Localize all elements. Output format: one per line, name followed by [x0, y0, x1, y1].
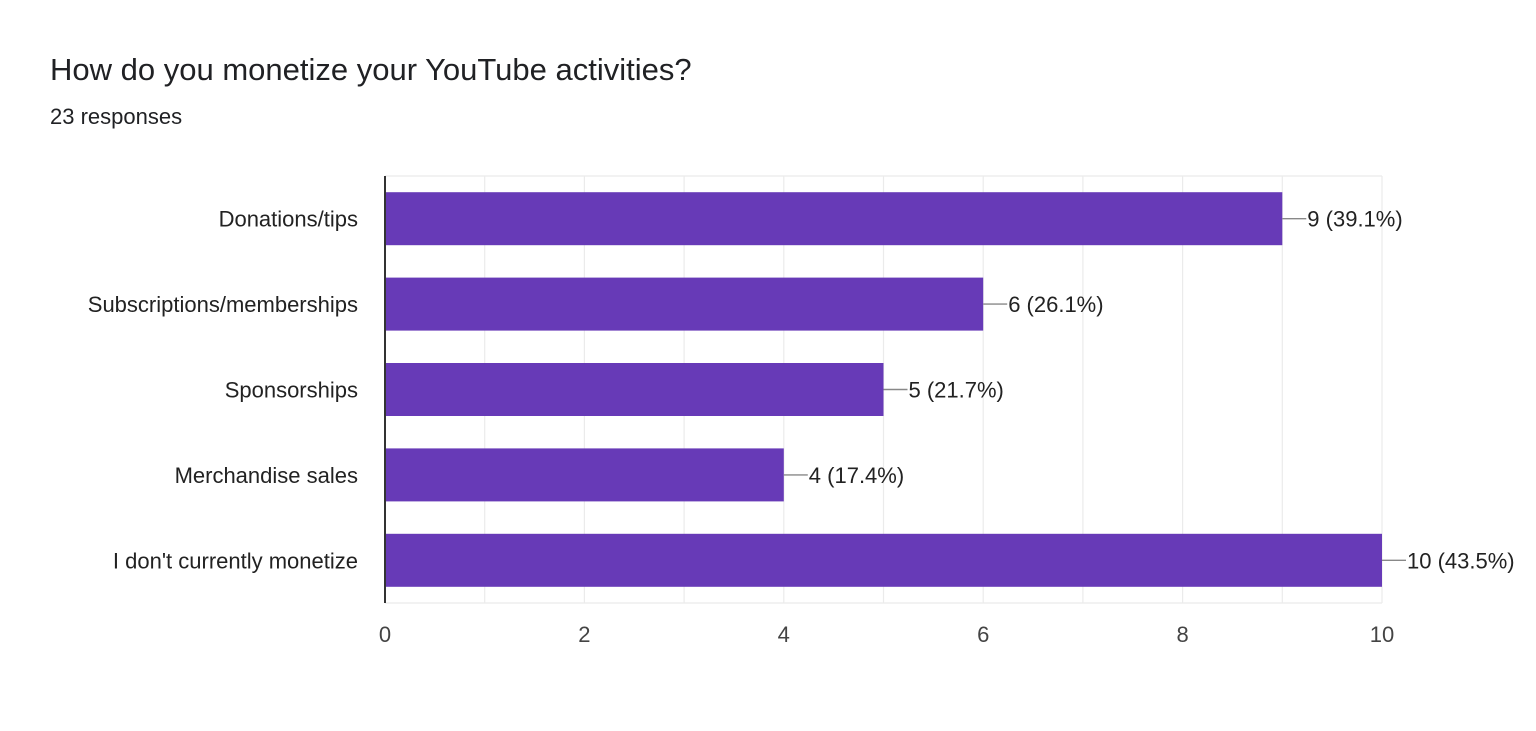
x-tick-label: 6: [977, 622, 989, 647]
category-label: Sponsorships: [225, 378, 358, 403]
category-label: Subscriptions/memberships: [88, 292, 358, 317]
category-label: Merchandise sales: [175, 463, 358, 488]
category-label: Donations/tips: [219, 207, 358, 232]
x-tick-label: 4: [778, 622, 790, 647]
response-count: 23 responses: [50, 104, 183, 129]
bar[interactable]: [385, 533, 1382, 587]
bar[interactable]: [385, 192, 1283, 246]
data-label: 9 (39.1%): [1307, 207, 1402, 232]
x-tick-label: 0: [379, 622, 391, 647]
data-label: 6 (26.1%): [1008, 292, 1103, 317]
bar[interactable]: [385, 448, 784, 502]
bar[interactable]: [385, 277, 984, 331]
category-label: I don't currently monetize: [113, 548, 358, 573]
data-label: 4 (17.4%): [809, 463, 904, 488]
x-tick-label: 8: [1176, 622, 1188, 647]
bar[interactable]: [385, 363, 884, 416]
data-label: 10 (43.5%): [1407, 548, 1515, 573]
x-tick-label: 2: [578, 622, 590, 647]
question-title: How do you monetize your YouTube activit…: [50, 52, 692, 87]
data-label: 5 (21.7%): [909, 378, 1004, 403]
x-tick-label: 10: [1370, 622, 1394, 647]
